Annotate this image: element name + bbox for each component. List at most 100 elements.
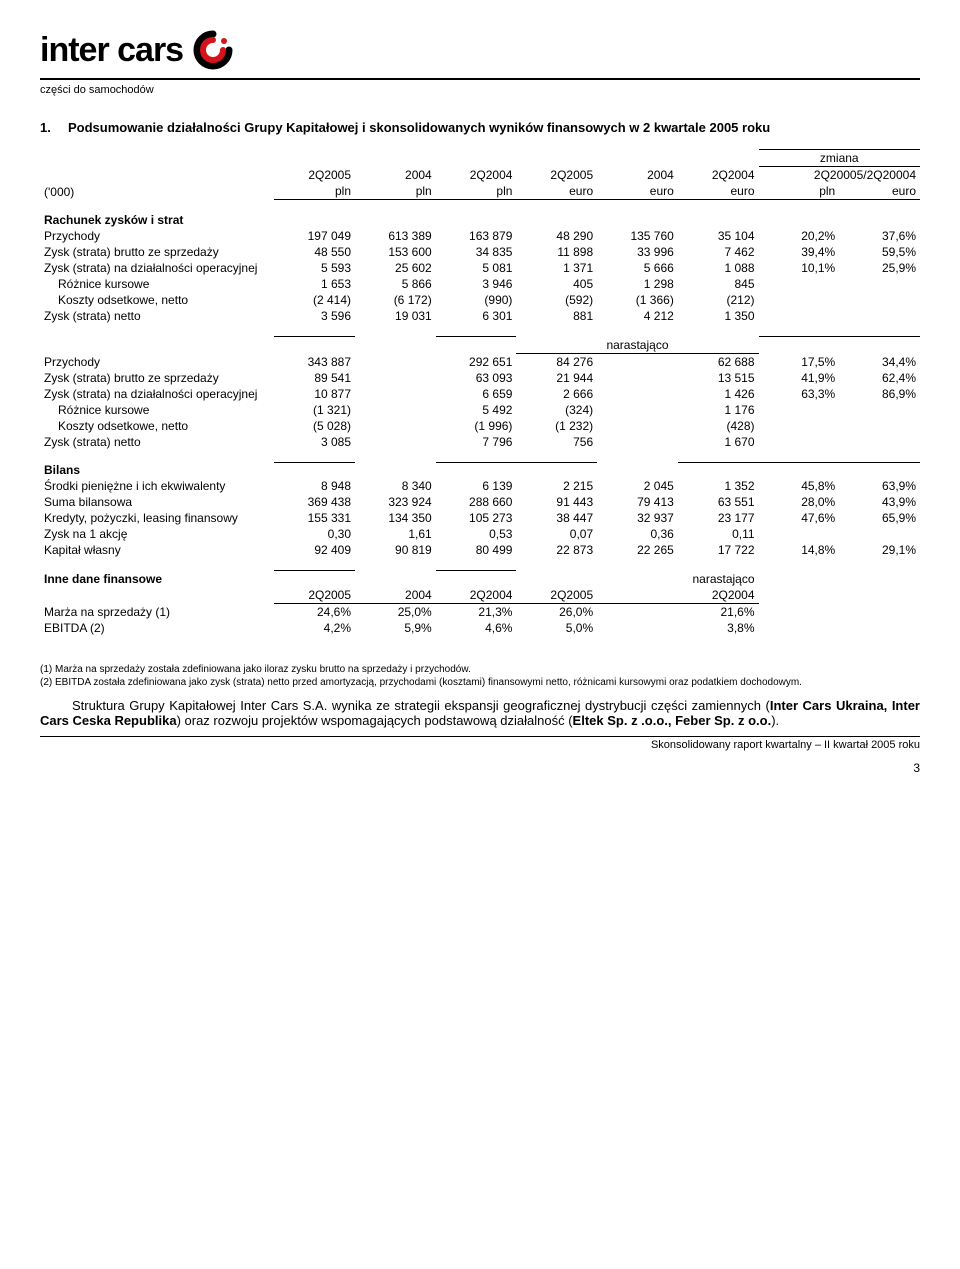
cell: 153 600 bbox=[355, 244, 436, 260]
footnote-2: (2) EBITDA została zdefiniowana jako zys… bbox=[40, 677, 920, 688]
cell: 0,36 bbox=[597, 526, 678, 542]
cell: 63 093 bbox=[436, 370, 517, 386]
cell: (6 172) bbox=[355, 292, 436, 308]
cell: 89 541 bbox=[274, 370, 355, 386]
cell: 62 688 bbox=[678, 353, 759, 370]
cell: (1 321) bbox=[274, 402, 355, 418]
cell: 369 438 bbox=[274, 494, 355, 510]
cell: 288 660 bbox=[436, 494, 517, 510]
cell: 25 602 bbox=[355, 260, 436, 276]
cell bbox=[839, 402, 920, 418]
cell: 65,9% bbox=[839, 510, 920, 526]
cell bbox=[355, 402, 436, 418]
unit: pln bbox=[436, 183, 517, 200]
cell: 2 045 bbox=[597, 478, 678, 494]
cell bbox=[355, 434, 436, 450]
col-header: 2Q2004 bbox=[678, 587, 759, 604]
cell: 33 996 bbox=[597, 244, 678, 260]
cell bbox=[839, 292, 920, 308]
cell: 32 937 bbox=[597, 510, 678, 526]
cell: 197 049 bbox=[274, 228, 355, 244]
cell: 29,1% bbox=[839, 542, 920, 558]
cell: 23 177 bbox=[678, 510, 759, 526]
cell: 5,0% bbox=[516, 620, 597, 636]
table-row: Suma bilansowa369 438323 924288 66091 44… bbox=[40, 494, 920, 510]
footnotes: (1) Marża na sprzedaży została zdefiniow… bbox=[40, 664, 920, 688]
cell: (1 232) bbox=[516, 418, 597, 434]
financial-table: zmiana 2Q2005 2004 2Q2004 2Q2005 2004 2Q… bbox=[40, 149, 920, 636]
cell: 19 031 bbox=[355, 308, 436, 324]
cell: 5 081 bbox=[436, 260, 517, 276]
row-label: Różnice kursowe bbox=[40, 402, 274, 418]
col-header: 2004 bbox=[355, 587, 436, 604]
cell: 84 276 bbox=[516, 353, 597, 370]
cell bbox=[355, 386, 436, 402]
bilans-title: Bilans bbox=[40, 462, 274, 478]
table-row: Zysk (strata) na działalności operacyjne… bbox=[40, 260, 920, 276]
cell: 881 bbox=[516, 308, 597, 324]
cell: 2 215 bbox=[516, 478, 597, 494]
cell: 5 492 bbox=[436, 402, 517, 418]
header-unit-row: ('000) pln pln pln euro euro euro pln eu… bbox=[40, 183, 920, 200]
cell: 613 389 bbox=[355, 228, 436, 244]
cell: 1 670 bbox=[678, 434, 759, 450]
cell: (1 366) bbox=[597, 292, 678, 308]
cell: 7 462 bbox=[678, 244, 759, 260]
cell: 1,61 bbox=[355, 526, 436, 542]
cell bbox=[759, 276, 840, 292]
cell: 105 273 bbox=[436, 510, 517, 526]
row-label: Zysk (strata) na działalności operacyjne… bbox=[40, 386, 274, 402]
cell: 21,3% bbox=[436, 603, 517, 620]
cell: 63 551 bbox=[678, 494, 759, 510]
cell bbox=[597, 620, 678, 636]
unit: euro bbox=[839, 183, 920, 200]
footer-text: Skonsolidowany raport kwartalny – II kwa… bbox=[40, 736, 920, 751]
rachunek-title: Rachunek zysków i strat bbox=[40, 212, 920, 228]
cell bbox=[597, 603, 678, 620]
cell: 292 651 bbox=[436, 353, 517, 370]
row-label: Przychody bbox=[40, 353, 274, 370]
tagline: części do samochodów bbox=[40, 84, 920, 96]
table-row: EBITDA (2)4,2%5,9%4,6%5,0%3,8% bbox=[40, 620, 920, 636]
table-row: Zysk (strata) brutto ze sprzedaży48 5501… bbox=[40, 244, 920, 260]
cell: 22 873 bbox=[516, 542, 597, 558]
cell: 1 653 bbox=[274, 276, 355, 292]
section-number: 1. bbox=[40, 120, 68, 135]
cell: 20,2% bbox=[759, 228, 840, 244]
cell: 10 877 bbox=[274, 386, 355, 402]
cell: 343 887 bbox=[274, 353, 355, 370]
col-header: 2Q2005 bbox=[516, 587, 597, 604]
cell bbox=[355, 370, 436, 386]
cell: 37,6% bbox=[839, 228, 920, 244]
cell: 45,8% bbox=[759, 478, 840, 494]
cell: 17 722 bbox=[678, 542, 759, 558]
cell: 155 331 bbox=[274, 510, 355, 526]
cell bbox=[839, 418, 920, 434]
cell: 163 879 bbox=[436, 228, 517, 244]
col-header: 2004 bbox=[597, 167, 678, 184]
logo-text: inter cars bbox=[40, 31, 183, 70]
row-label: Zysk (strata) brutto ze sprzedaży bbox=[40, 244, 274, 260]
cell: 134 350 bbox=[355, 510, 436, 526]
table-row: Zysk (strata) netto3 0857 7967561 670 bbox=[40, 434, 920, 450]
cell bbox=[759, 402, 840, 418]
cell: 38 447 bbox=[516, 510, 597, 526]
row-label: EBITDA (2) bbox=[40, 620, 274, 636]
cell: 1 371 bbox=[516, 260, 597, 276]
cell: 34 835 bbox=[436, 244, 517, 260]
cell: 1 088 bbox=[678, 260, 759, 276]
table-row: Zysk (strata) na działalności operacyjne… bbox=[40, 386, 920, 402]
zmiana-label: zmiana bbox=[759, 150, 920, 167]
cell: 8 948 bbox=[274, 478, 355, 494]
body-paragraph: Struktura Grupy Kapitałowej Inter Cars S… bbox=[40, 698, 920, 728]
cell: 63,9% bbox=[839, 478, 920, 494]
cell bbox=[839, 308, 920, 324]
cell: 3,8% bbox=[678, 620, 759, 636]
table-row: Różnice kursowe(1 321)5 492(324)1 176 bbox=[40, 402, 920, 418]
cell: 1 350 bbox=[678, 308, 759, 324]
cell: 41,9% bbox=[759, 370, 840, 386]
cell: 79 413 bbox=[597, 494, 678, 510]
cell: 17,5% bbox=[759, 353, 840, 370]
cell bbox=[759, 526, 840, 542]
logo-block: inter cars bbox=[40, 30, 920, 80]
